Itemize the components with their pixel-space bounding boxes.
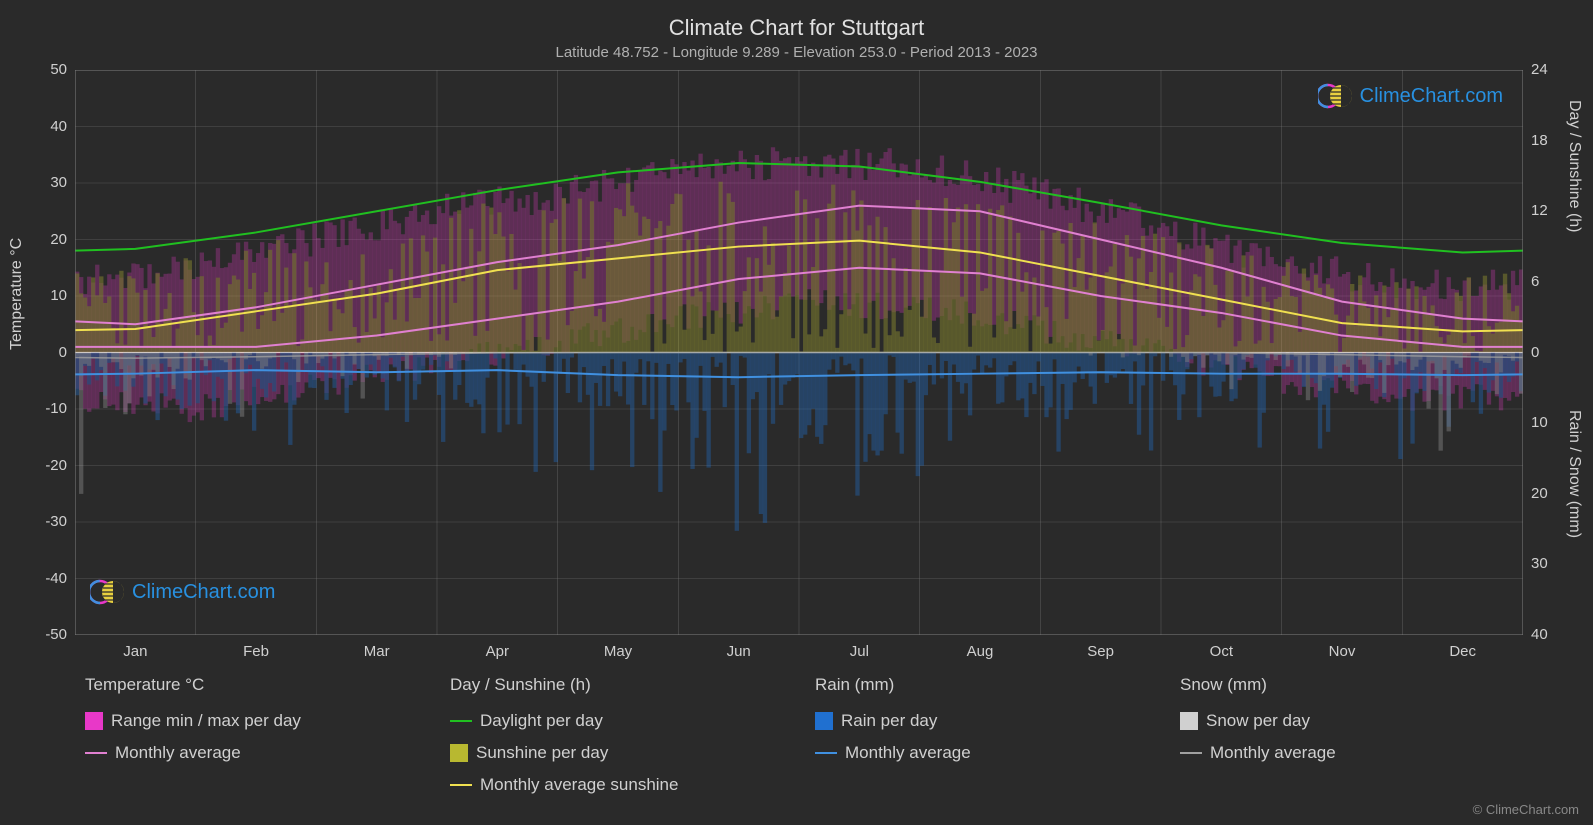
x-tick-label: Mar <box>357 643 397 660</box>
legend-label: Monthly average sunshine <box>480 775 678 795</box>
legend-label: Snow per day <box>1206 711 1310 731</box>
brand-text: ClimeChart.com <box>1360 85 1503 108</box>
legend-swatch <box>450 744 468 762</box>
legend-header: Temperature °C <box>85 675 430 695</box>
legend-column: Day / Sunshine (h) Daylight per day Sunshi… <box>450 675 795 795</box>
legend-header: Rain (mm) <box>815 675 1160 695</box>
x-tick-label: Oct <box>1201 643 1241 660</box>
y-tick-right-bottom: 30 <box>1531 555 1548 572</box>
legend-label: Monthly average <box>115 743 241 763</box>
y-tick-left: 10 <box>27 287 67 304</box>
legend-item: Monthly average <box>85 743 430 763</box>
y-tick-left: -40 <box>27 570 67 587</box>
legend-item: Monthly average <box>815 743 1160 763</box>
brand-text: ClimeChart.com <box>132 581 275 604</box>
chart-subtitle: Latitude 48.752 - Longitude 9.289 - Elev… <box>0 44 1593 61</box>
x-tick-label: Nov <box>1322 643 1362 660</box>
y-tick-left: -20 <box>27 457 67 474</box>
legend-column: Rain (mm) Rain per day Monthly average <box>815 675 1160 795</box>
brand-logo-top: ClimeChart.com <box>1318 82 1503 110</box>
legend-item: Rain per day <box>815 711 1160 731</box>
y-tick-right-bottom: 20 <box>1531 485 1548 502</box>
y-tick-left: 20 <box>27 231 67 248</box>
legend: Temperature °C Range min / max per day Mon… <box>85 675 1525 795</box>
logo-icon <box>1318 82 1354 110</box>
y-axis-right-top-label: Day / Sunshine (h) <box>1565 100 1583 233</box>
legend-swatch <box>450 720 472 722</box>
y-tick-left: 50 <box>27 61 67 78</box>
legend-swatch <box>1180 712 1198 730</box>
legend-header: Day / Sunshine (h) <box>450 675 795 695</box>
y-tick-right-bottom: 40 <box>1531 626 1548 643</box>
copyright: © ClimeChart.com <box>1473 802 1579 817</box>
legend-item: Monthly average <box>1180 743 1525 763</box>
y-tick-right-top: 0 <box>1531 344 1539 361</box>
x-tick-label: Sep <box>1081 643 1121 660</box>
brand-logo-bottom: ClimeChart.com <box>90 578 275 606</box>
y-tick-left: -10 <box>27 400 67 417</box>
legend-column: Temperature °C Range min / max per day Mon… <box>85 675 430 795</box>
legend-label: Sunshine per day <box>476 743 608 763</box>
legend-item: Sunshine per day <box>450 743 795 763</box>
x-tick-label: Jan <box>115 643 155 660</box>
y-tick-right-top: 12 <box>1531 202 1548 219</box>
x-tick-label: Aug <box>960 643 1000 660</box>
y-axis-right-bottom-label: Rain / Snow (mm) <box>1565 410 1583 538</box>
x-tick-label: Feb <box>236 643 276 660</box>
logo-icon <box>90 578 126 606</box>
legend-swatch <box>85 712 103 730</box>
legend-swatch <box>85 752 107 754</box>
x-tick-label: Jul <box>839 643 879 660</box>
y-tick-left: 40 <box>27 118 67 135</box>
legend-swatch <box>815 712 833 730</box>
y-tick-right-top: 18 <box>1531 132 1548 149</box>
legend-label: Daylight per day <box>480 711 603 731</box>
y-tick-left: -30 <box>27 513 67 530</box>
legend-column: Snow (mm) Snow per day Monthly average <box>1180 675 1525 795</box>
y-tick-left: 30 <box>27 174 67 191</box>
legend-swatch <box>450 784 472 786</box>
legend-item: Snow per day <box>1180 711 1525 731</box>
x-tick-label: Apr <box>477 643 517 660</box>
legend-swatch <box>815 752 837 754</box>
x-tick-label: Jun <box>719 643 759 660</box>
legend-swatch <box>1180 752 1202 754</box>
y-tick-left: 0 <box>27 344 67 361</box>
y-tick-right-top: 6 <box>1531 273 1539 290</box>
x-tick-label: May <box>598 643 638 660</box>
legend-item: Range min / max per day <box>85 711 430 731</box>
legend-label: Monthly average <box>845 743 971 763</box>
legend-label: Monthly average <box>1210 743 1336 763</box>
chart-title: Climate Chart for Stuttgart <box>0 15 1593 41</box>
y-tick-right-bottom: 10 <box>1531 414 1548 431</box>
legend-header: Snow (mm) <box>1180 675 1525 695</box>
y-tick-right-top: 24 <box>1531 61 1548 78</box>
legend-label: Rain per day <box>841 711 937 731</box>
legend-item: Monthly average sunshine <box>450 775 795 795</box>
y-tick-left: -50 <box>27 626 67 643</box>
y-axis-left-label: Temperature °C <box>8 238 26 350</box>
legend-label: Range min / max per day <box>111 711 301 731</box>
x-tick-label: Dec <box>1443 643 1483 660</box>
chart-plot-area: -50-40-30-20-100102030405006121824102030… <box>75 70 1523 635</box>
legend-item: Daylight per day <box>450 711 795 731</box>
